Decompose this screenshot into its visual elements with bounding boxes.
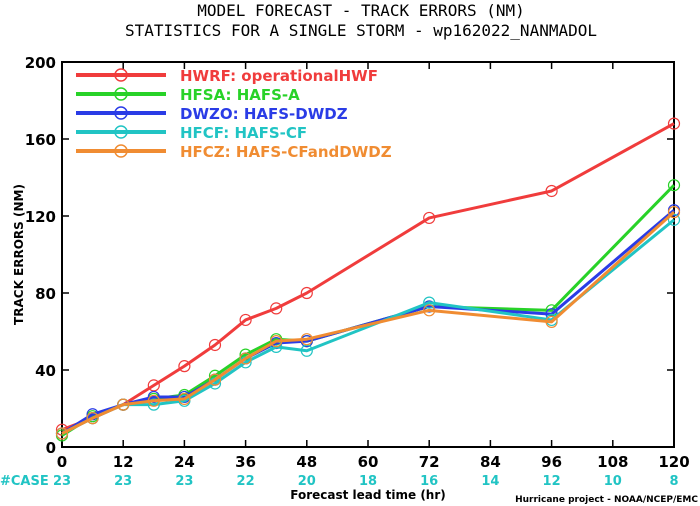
- x-tick-label: 96: [541, 453, 562, 471]
- legend-label: HFSA: HAFS-A: [180, 86, 300, 104]
- chart-subtitle: STATISTICS FOR A SINGLE STORM - wp162022…: [125, 21, 597, 40]
- legend-marker: [114, 144, 128, 158]
- case-count: 10: [604, 474, 622, 489]
- series-lines: [55, 117, 681, 442]
- x-tick-label: 120: [658, 453, 689, 471]
- case-count: 8: [669, 474, 678, 489]
- data-point: [667, 179, 681, 192]
- data-point: [270, 335, 283, 348]
- data-point: [239, 352, 252, 365]
- x-tick-label: 72: [419, 453, 440, 471]
- data-point: [545, 184, 558, 198]
- chart-title: MODEL FORECAST - TRACK ERRORS (NM): [197, 1, 525, 20]
- data-point: [423, 211, 436, 225]
- data-point: [117, 398, 130, 411]
- case-count: 22: [237, 474, 255, 489]
- data-point: [86, 412, 99, 425]
- data-point: [55, 427, 69, 440]
- case-count: 18: [359, 474, 377, 489]
- data-point: [423, 296, 436, 309]
- x-axis: 0 12 24 36 48 60 72 84 96 108 120: [57, 62, 690, 471]
- case-count: 14: [481, 474, 499, 489]
- legend-marker: [114, 106, 128, 120]
- data-point: [667, 117, 681, 130]
- data-point: [147, 390, 160, 404]
- case-count: 16: [420, 474, 438, 489]
- data-point: [300, 286, 313, 300]
- y-tick-label: 80: [35, 285, 56, 303]
- y-axis: 0 40 80 120 160 200: [25, 54, 674, 457]
- x-axis-label: Forecast lead time (hr): [290, 488, 446, 502]
- case-count: 23: [175, 474, 193, 489]
- case-count: 12: [543, 474, 561, 489]
- y-axis-label: TRACK ERRORS (NM): [12, 184, 26, 325]
- y-tick-label: 40: [35, 362, 56, 380]
- x-tick-label: 0: [57, 453, 67, 471]
- data-point: [147, 398, 160, 411]
- data-point: [178, 392, 191, 405]
- y-tick-label: 200: [25, 54, 56, 72]
- case-count-label: #CASE: [0, 474, 49, 489]
- data-point: [423, 304, 436, 317]
- x-tick-label: 84: [480, 453, 501, 471]
- data-point: [423, 300, 436, 313]
- x-tick-label: 108: [597, 453, 628, 471]
- x-tick-label: 24: [174, 453, 195, 471]
- data-point: [667, 206, 681, 219]
- legend-marker: [114, 87, 128, 101]
- data-point: [239, 313, 252, 327]
- case-count: 23: [114, 474, 132, 489]
- legend-label: DWZO: HAFS-DWDZ: [180, 105, 348, 123]
- data-point: [208, 338, 222, 352]
- data-point: [208, 373, 222, 386]
- series-4: [55, 206, 681, 440]
- legend-label: HWRF: operationalHWF: [180, 67, 378, 85]
- credit-text: Hurricane project - NOAA/NCEP/EMC: [515, 495, 698, 505]
- x-tick-label: 36: [235, 453, 256, 471]
- case-counts: 23 23 23 22 20 18 16 14 12 10 8: [53, 474, 679, 489]
- series-line: [61, 122, 675, 432]
- data-point: [270, 302, 283, 315]
- data-point: [667, 213, 681, 226]
- x-tick-label: 60: [358, 453, 379, 471]
- data-point: [147, 394, 160, 407]
- y-tick-label: 160: [25, 131, 56, 149]
- case-count: 23: [53, 474, 71, 489]
- y-tick-label: 120: [25, 208, 56, 226]
- legend-label: HFCZ: HAFS-CFandDWDZ: [180, 143, 392, 161]
- data-point: [300, 333, 313, 346]
- x-tick-label: 48: [296, 453, 317, 471]
- data-point: [545, 315, 558, 328]
- case-count: 20: [298, 474, 316, 489]
- x-tick-label: 12: [113, 453, 134, 471]
- plot-area: 0 12 24 36 48 60 72 84 96 108 120 0 40 80 120 160 200: [25, 54, 690, 471]
- legend-marker: [114, 125, 128, 139]
- legend-marker: [114, 68, 128, 82]
- data-point: [178, 360, 191, 373]
- legend-label: HFCF: HAFS-CF: [180, 124, 307, 142]
- y-tick-label: 0: [46, 439, 56, 457]
